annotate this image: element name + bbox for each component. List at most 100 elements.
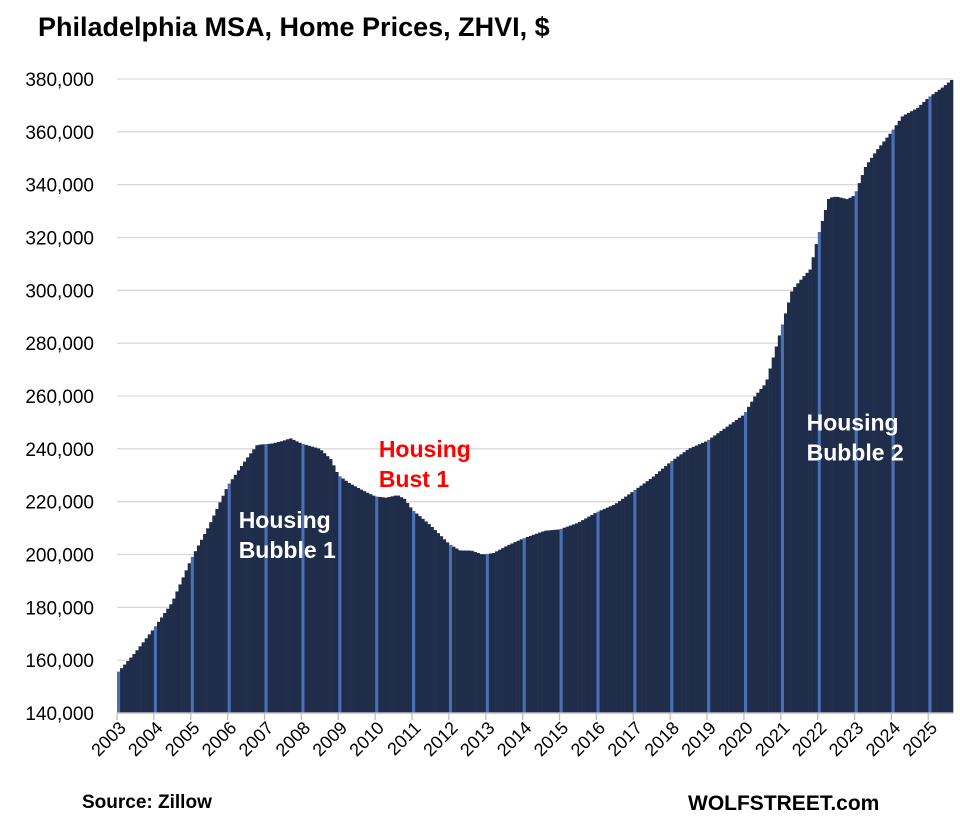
- bar: [940, 87, 945, 713]
- bar: [826, 198, 831, 713]
- bar: [697, 444, 702, 713]
- annotations: Housing Bubble 1 Housing Bust 1 Housing Bubbl…: [239, 409, 904, 563]
- y-tick-label: 240,000: [25, 440, 94, 461]
- bar: [350, 484, 354, 713]
- bar: [876, 149, 880, 714]
- bar: [126, 661, 130, 713]
- bar: [144, 638, 149, 713]
- bar: [704, 441, 708, 713]
- x-tick-label: 2024: [862, 718, 904, 760]
- bar: [169, 604, 173, 713]
- bar: [593, 513, 597, 713]
- bar: [513, 542, 517, 713]
- bar: [138, 646, 142, 713]
- bar: [338, 476, 342, 713]
- bar: [528, 535, 533, 713]
- bar: [307, 445, 311, 713]
- x-tick-label: 2005: [161, 718, 203, 760]
- bar: [707, 439, 711, 713]
- y-tick-label: 340,000: [25, 176, 94, 197]
- bar: [461, 550, 465, 713]
- bar: [565, 526, 570, 713]
- y-tick-label: 360,000: [25, 123, 94, 144]
- bar: [442, 539, 447, 713]
- bar: [851, 196, 855, 714]
- bar: [571, 524, 576, 713]
- source-note: Source: Zillow: [82, 792, 212, 813]
- y-tick-label: 380,000: [25, 70, 94, 91]
- bar: [694, 445, 699, 713]
- bar: [381, 497, 385, 713]
- bar: [501, 548, 505, 713]
- bar: [163, 613, 167, 713]
- bar: [744, 411, 748, 713]
- bar: [943, 85, 948, 713]
- x-tick-label: 2021: [751, 718, 793, 760]
- y-tick-label: 140,000: [25, 704, 94, 725]
- bar: [347, 482, 351, 713]
- y-tick-label: 320,000: [25, 229, 94, 250]
- bar: [716, 433, 720, 713]
- bar: [408, 507, 413, 713]
- x-tick-label: 2015: [530, 718, 572, 760]
- bar: [279, 441, 284, 713]
- bar: [750, 401, 754, 713]
- bar: [740, 415, 745, 713]
- bar: [519, 539, 524, 713]
- bar: [550, 530, 554, 713]
- bar: [651, 476, 656, 713]
- annotation-line: Housing: [379, 436, 471, 462]
- bar: [295, 441, 299, 713]
- bar: [765, 379, 769, 713]
- bar: [621, 498, 625, 713]
- annotation-line: Housing: [239, 507, 331, 533]
- bar: [759, 389, 763, 713]
- bar: [479, 554, 484, 713]
- bar: [605, 507, 610, 713]
- bar: [310, 446, 315, 713]
- bar: [544, 530, 548, 713]
- x-tick-label: 2013: [456, 718, 498, 760]
- bar: [845, 199, 849, 714]
- bar: [531, 534, 536, 713]
- bar: [627, 494, 631, 713]
- y-axis: 140,000 160,000 180,000 200,000 220,000 240,0…: [25, 70, 94, 725]
- x-tick-label: 2023: [825, 718, 867, 760]
- bar: [495, 551, 499, 713]
- bar: [516, 540, 520, 713]
- chart-title: Philadelphia MSA, Home Prices, ZHVI, $: [38, 12, 550, 42]
- bar: [661, 468, 665, 713]
- bar: [783, 313, 788, 713]
- annotation-line: Housing: [807, 409, 899, 435]
- bar: [166, 608, 170, 713]
- y-tick-label: 260,000: [25, 387, 94, 408]
- annotation: Housing Bust 1: [379, 436, 471, 492]
- bar: [488, 553, 493, 713]
- bar: [688, 448, 693, 713]
- bar: [587, 516, 591, 713]
- bar: [538, 532, 542, 713]
- bar: [882, 141, 886, 713]
- bar: [117, 671, 121, 713]
- bar: [276, 442, 281, 713]
- bar: [156, 621, 161, 713]
- bar: [147, 634, 152, 713]
- bar: [123, 664, 127, 713]
- x-tick-label: 2019: [677, 718, 719, 760]
- bar: [574, 523, 579, 713]
- bar: [768, 368, 772, 713]
- bar: [756, 392, 760, 713]
- bar: [365, 492, 370, 713]
- bar: [833, 196, 837, 713]
- bar: [286, 439, 290, 713]
- bar: [547, 530, 551, 713]
- x-tick-label: 2007: [235, 718, 277, 760]
- bar: [448, 544, 453, 713]
- bar: [639, 485, 643, 713]
- bar: [445, 542, 450, 713]
- bar: [393, 495, 397, 713]
- bar: [153, 626, 158, 713]
- bar: [562, 527, 567, 713]
- bar: [135, 650, 139, 713]
- bar: [817, 231, 822, 713]
